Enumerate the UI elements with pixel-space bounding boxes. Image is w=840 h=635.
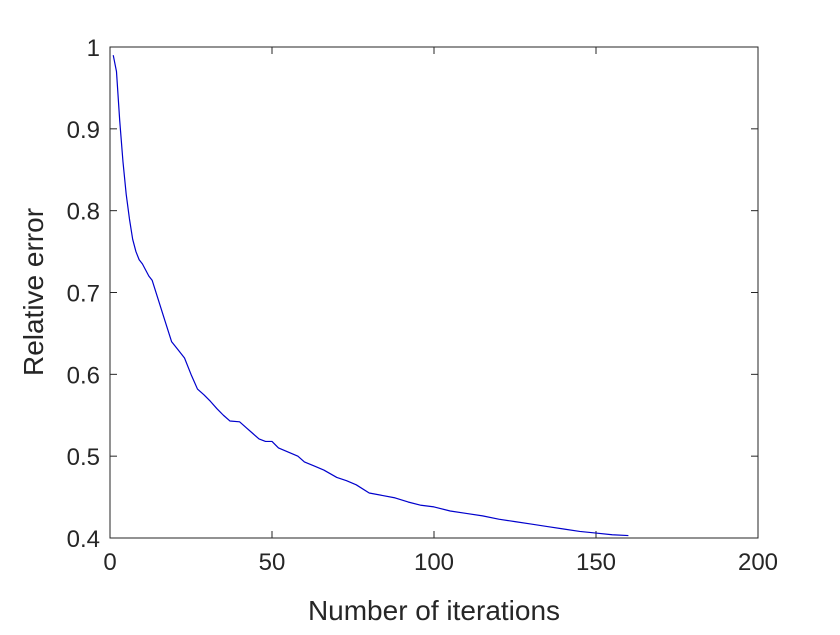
- series-line: [112, 55, 629, 537]
- x-tick-label: 100: [414, 549, 454, 576]
- y-tick-label: 0.4: [67, 526, 100, 553]
- x-ticks: 0 50 100 150 200: [103, 47, 778, 576]
- y-tick-label: 0.6: [67, 362, 100, 389]
- x-tick-label: 50: [259, 549, 286, 576]
- y-ticks: 0.4 0.5 0.6 0.7 0.8 0.9 1: [67, 35, 758, 553]
- plot-area: [109, 46, 759, 539]
- y-tick-label: 1: [87, 35, 100, 62]
- y-tick-label: 0.7: [67, 281, 100, 308]
- series-layer: [112, 55, 629, 537]
- x-axis-label: Number of iterations: [308, 595, 560, 626]
- y-tick-label: 0.8: [67, 199, 100, 226]
- y-tick-label: 0.5: [67, 444, 100, 471]
- x-tick-label: 200: [738, 549, 778, 576]
- x-tick-label: 0: [103, 549, 116, 576]
- x-tick-label: 150: [576, 549, 616, 576]
- y-axis-label: Relative error: [18, 208, 49, 376]
- y-tick-label: 0.9: [67, 117, 100, 144]
